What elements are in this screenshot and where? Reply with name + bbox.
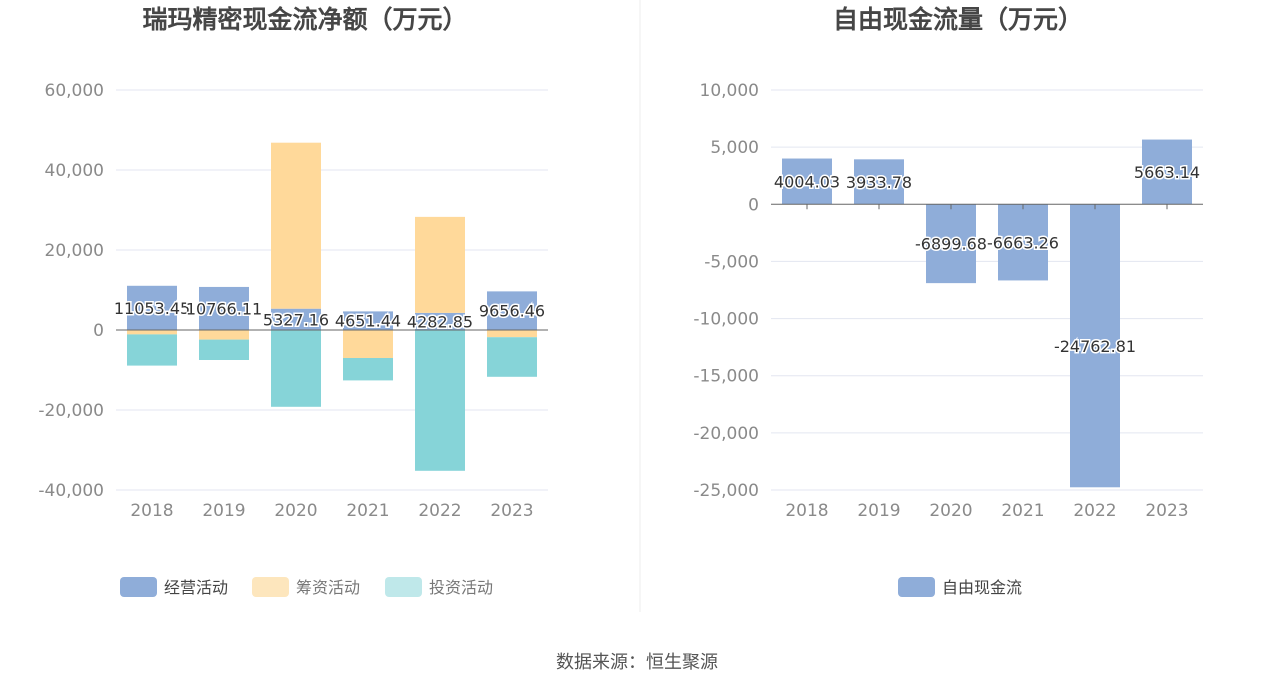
fcf-xtick-label: 2019 (857, 501, 900, 521)
fcf-xtick-label: 2023 (1145, 501, 1188, 521)
fcf-ytick-label: 0 (748, 195, 759, 215)
fcf-legend-swatch (898, 577, 935, 597)
fcf-bar-自由现金流-2018 (782, 158, 832, 205)
data-source: 数据来源：恒生聚源 (556, 652, 718, 673)
cashflow-data-label: 11053.45 (114, 299, 190, 318)
fcf-ytick-label: -25,000 (693, 481, 759, 501)
fcf-data-label: 3933.78 (846, 173, 912, 192)
fcf-xtick-label: 2022 (1073, 501, 1116, 521)
cashflow-legend-swatch (120, 577, 157, 597)
cashflow-bar-投资活动-2023 (487, 337, 537, 377)
fcf-ytick-label: -15,000 (693, 367, 759, 387)
cashflow-legend-label: 经营活动 (164, 578, 228, 597)
fcf-ytick-label: -20,000 (693, 424, 759, 444)
cashflow-data-label: 5327.16 (263, 310, 329, 329)
cashflow-xtick-label: 2019 (202, 501, 245, 521)
cashflow-bar-筹资活动-2023 (487, 330, 537, 338)
cashflow-ytick-label: 0 (93, 321, 104, 341)
cashflow-bar-投资活动-2019 (199, 339, 249, 360)
cashflow-bar-投资活动-2022 (415, 330, 465, 471)
cashflow-data-label: 10766.11 (186, 299, 262, 318)
fcf-data-label: 5663.14 (1134, 163, 1200, 182)
cashflow-bar-经营活动-2022 (415, 312, 465, 330)
cashflow-bar-筹资活动-2020 (271, 142, 321, 309)
cashflow-xtick-label: 2022 (418, 501, 461, 521)
fcf-data-label: -6899.68 (915, 235, 987, 254)
cashflow-bar-筹资活动-2022 (415, 216, 465, 313)
cashflow-ytick-label: 40,000 (45, 161, 104, 181)
cashflow-chart-title: 瑞玛精密现金流净额（万元） (142, 5, 467, 34)
cashflow-ytick-label: 60,000 (45, 81, 104, 101)
fcf-data-label: -6663.26 (987, 233, 1059, 252)
cashflow-xtick-label: 2020 (274, 501, 317, 521)
cashflow-legend-swatch (252, 577, 289, 597)
fcf-bar-自由现金流-2021 (998, 204, 1048, 281)
cashflow-bar-经营活动-2019 (199, 286, 249, 330)
cashflow-bar-筹资活动-2021 (343, 330, 393, 358)
fcf-ytick-label: -5,000 (704, 252, 759, 272)
cashflow-data-label: 4282.85 (407, 312, 473, 331)
cashflow-legend-swatch (385, 577, 422, 597)
cashflow-bar-经营活动-2023 (487, 291, 537, 330)
cashflow-bar-投资活动-2018 (127, 334, 177, 366)
cashflow-legend-label: 筹资活动 (296, 578, 360, 597)
cashflow-data-label: 9656.46 (479, 302, 545, 321)
cashflow-ytick-label: -40,000 (38, 481, 104, 501)
fcf-legend-label: 自由现金流 (942, 578, 1022, 597)
cashflow-xtick-label: 2023 (490, 501, 533, 521)
cashflow-bar-筹资活动-2019 (199, 330, 249, 340)
cashflow-ytick-label: 20,000 (45, 241, 104, 261)
cashflow-bar-投资活动-2020 (271, 330, 321, 407)
cashflow-data-label: 4651.44 (335, 312, 401, 331)
fcf-bar-自由现金流-2020 (926, 204, 976, 284)
cashflow-legend-label: 投资活动 (429, 578, 493, 597)
fcf-ytick-label: -10,000 (693, 310, 759, 330)
cashflow-bar-经营活动-2021 (343, 311, 393, 330)
cashflow-xtick-label: 2018 (130, 501, 173, 521)
fcf-data-label: 4004.03 (774, 172, 840, 191)
fcf-data-label: -24762.81 (1054, 337, 1136, 356)
fcf-chart-title: 自由现金流量（万元） (833, 5, 1083, 34)
cashflow-xtick-label: 2021 (346, 501, 389, 521)
cashflow-bar-投资活动-2021 (343, 358, 393, 381)
fcf-bar-自由现金流-2022 (1070, 204, 1120, 488)
cashflow-ytick-label: -20,000 (38, 401, 104, 421)
cashflow-bar-筹资活动-2018 (127, 330, 177, 335)
fcf-xtick-label: 2018 (785, 501, 828, 521)
fcf-ytick-label: 10,000 (700, 81, 759, 101)
fcf-xtick-label: 2021 (1001, 501, 1044, 521)
cashflow-bar-经营活动-2020 (271, 308, 321, 330)
cashflow-bar-经营活动-2018 (127, 285, 177, 330)
fcf-xtick-label: 2020 (929, 501, 972, 521)
fcf-bar-自由现金流-2019 (854, 159, 904, 205)
fcf-bar-自由现金流-2023 (1142, 139, 1192, 205)
fcf-ytick-label: 5,000 (710, 138, 759, 158)
